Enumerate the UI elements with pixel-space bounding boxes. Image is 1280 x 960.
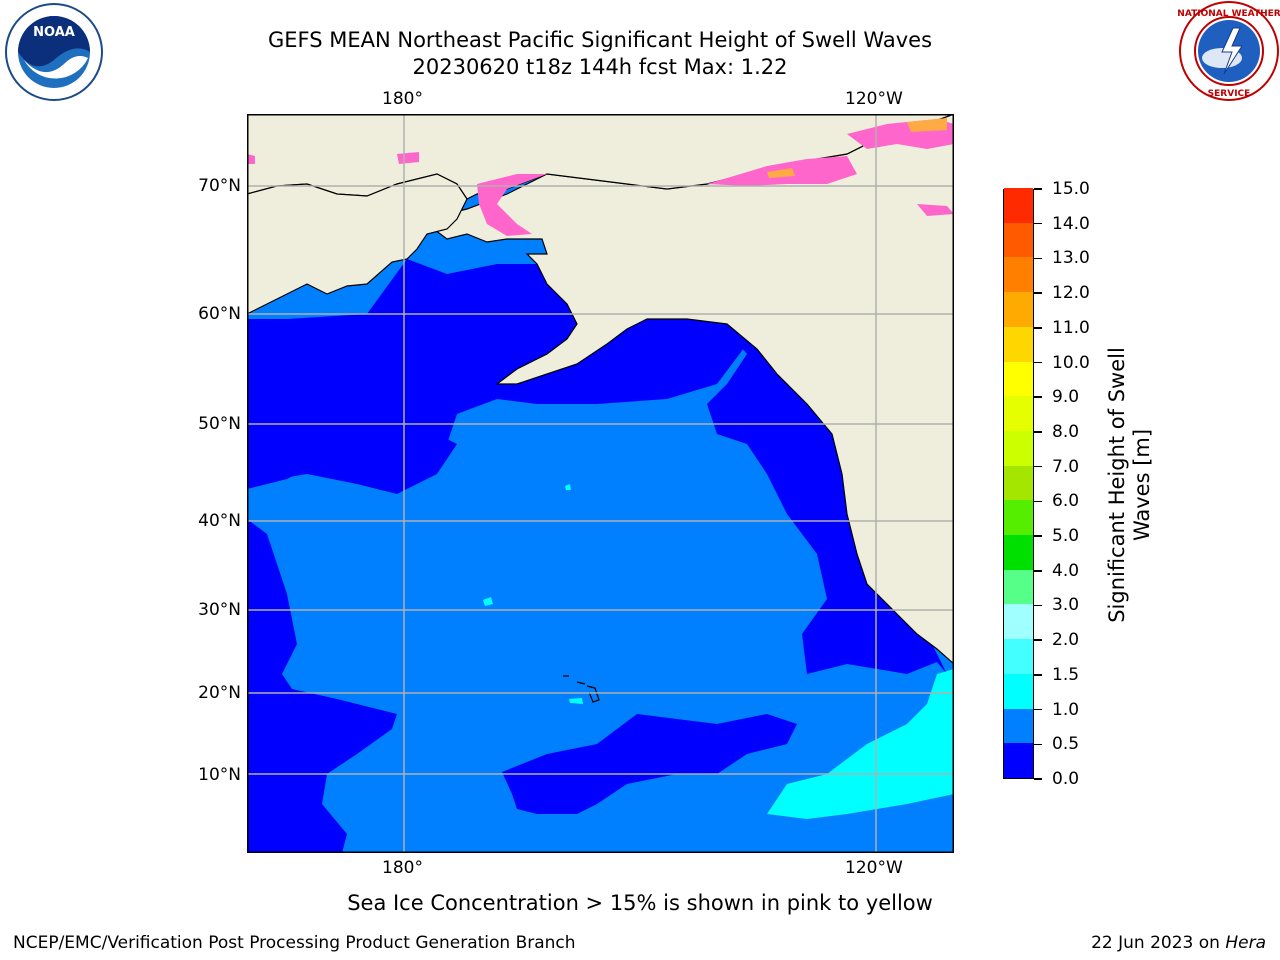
colorbar-tick [1034,222,1042,225]
colorbar-tick-label: 1.0 [1052,699,1080,720]
colorbar-tick [1034,396,1042,398]
svg-text:NATIONAL WEATHER: NATIONAL WEATHER [1178,9,1280,19]
colorbar-segment [1004,291,1033,327]
ocean-cyan-southeast [767,669,954,819]
hawaii-islands [563,675,600,703]
colorbar-segment [1004,708,1033,744]
colorbar-tick-label: 11.0 [1052,317,1090,338]
colorbar-tick-label: 2.0 [1052,630,1080,651]
lon-label-top-180: 180° [382,89,423,109]
colorbar-segment [1004,361,1033,397]
ocean-cyan-speck-1 [483,597,493,606]
footer-date: 22 Jun 2023 on Hera [1091,933,1266,953]
colorbar-tick-label: 5.0 [1052,526,1080,547]
colorbar-tick-label: 6.0 [1052,491,1080,512]
sea-ice-chukchi [477,174,547,236]
colorbar-tick [1034,292,1042,294]
colorbar-segment [1004,256,1033,293]
lon-label-bottom-180: 180° [382,858,423,878]
colorbar-tick [1034,500,1042,503]
lat-label-30n: 30°N [198,600,241,620]
colorbar-tick [1034,361,1042,364]
colorbar-segment [1004,187,1033,223]
ocean-dark-west [247,519,397,853]
sea-ice-arctic-ne-orange [907,118,947,132]
colorbar-tick [1034,570,1042,572]
colorbar-tick [1034,639,1042,641]
colorbar-tick [1034,708,1042,711]
colorbar-tick-label: 0.5 [1052,734,1080,755]
colorbar-tick-label: 3.0 [1052,595,1080,616]
sea-ice-siberia-west [247,154,255,164]
lat-label-20n: 20°N [198,683,241,703]
lon-label-top-120w: 120°W [845,89,903,109]
colorbar-segment [1004,430,1033,466]
colorbar-tick-label: 14.0 [1052,213,1090,234]
lat-label-40n: 40°N [198,511,241,531]
lon-label-bottom-120w: 120°W [845,858,903,878]
colorbar-segment [1004,638,1033,674]
map-frame [247,114,954,853]
colorbar-tick [1034,188,1042,190]
colorbar-tick-label: 12.0 [1052,283,1090,304]
colorbar-tick [1034,535,1042,537]
colorbar-tick-label: 4.0 [1052,560,1080,581]
colorbar-tick-label: 9.0 [1052,387,1080,408]
colorbar-title: Significant Height of Swell Waves [m] [1105,347,1155,623]
colorbar-title-line2: Waves [m] [1130,428,1154,542]
sea-ice-arctic-far-ne [917,204,954,216]
ocean-cyan-speck-2 [565,484,571,490]
colorbar-tick-label: 13.0 [1052,248,1090,269]
colorbar-tick-label: 15.0 [1052,179,1090,199]
colorbar-segment [1004,673,1033,709]
colorbar-segment [1004,465,1033,501]
colorbar-tick [1034,327,1042,329]
colorbar-segment [1004,742,1033,778]
colorbar-tick [1034,431,1042,433]
colorbar-segment [1004,603,1033,640]
colorbar-tick [1034,257,1042,260]
lat-label-70n: 70°N [198,176,241,196]
colorbar-tick [1034,604,1042,607]
graticule [247,114,954,853]
svg-text:SERVICE: SERVICE [1208,89,1251,99]
footer-credit: NCEP/EMC/Verification Post Processing Pr… [13,933,576,953]
sea-ice-beaufort-orange [767,168,795,178]
sea-ice-siberia-mid [397,152,419,164]
footer-date-text: 22 Jun 2023 on [1091,933,1226,953]
colorbar-segment [1004,499,1033,536]
colorbar-segment [1004,326,1033,362]
footer-host: Hera [1225,933,1266,953]
colorbar-segment [1004,534,1033,570]
ocean-dark-south-band [502,714,797,814]
chart-subtitle: 20230620 t18z 144h fcst Max: 1.22 [412,55,788,79]
colorbar-segment [1004,569,1033,605]
ocean-dark-north [247,259,747,489]
swell-height-map [247,114,954,853]
nws-logo: NATIONAL WEATHER SERVICE [1177,0,1280,102]
colorbar-tick-label: 7.0 [1052,456,1080,477]
sea-ice-note: Sea Ice Concentration > 15% is shown in … [347,891,933,915]
lat-label-60n: 60°N [198,304,241,324]
colorbar [1003,187,1034,779]
noaa-logo-text: NOAA [33,25,75,40]
ocean-cyan-speck-3 [569,698,583,704]
lat-label-10n: 10°N [198,765,241,785]
colorbar-tick [1034,743,1042,746]
colorbar-segment [1004,222,1033,258]
land-siberia-peninsula [247,173,468,315]
colorbar-tick-label: 10.0 [1052,352,1090,373]
colorbar-tick-label: 0.0 [1052,769,1080,789]
ocean-dark-east-coast [707,319,947,674]
chart-title: GEFS MEAN Northeast Pacific Significant … [267,28,933,52]
colorbar-tick-label: 1.5 [1052,664,1080,685]
noaa-logo: NOAA [4,2,104,102]
colorbar-segment [1004,395,1033,431]
colorbar-tick [1034,674,1042,676]
colorbar-tick [1034,778,1042,780]
colorbar-title-line1: Significant Height of Swell [1105,347,1129,623]
colorbar-tick [1034,465,1042,468]
colorbar-tick-label: 8.0 [1052,421,1080,442]
lat-label-50n: 50°N [198,414,241,434]
